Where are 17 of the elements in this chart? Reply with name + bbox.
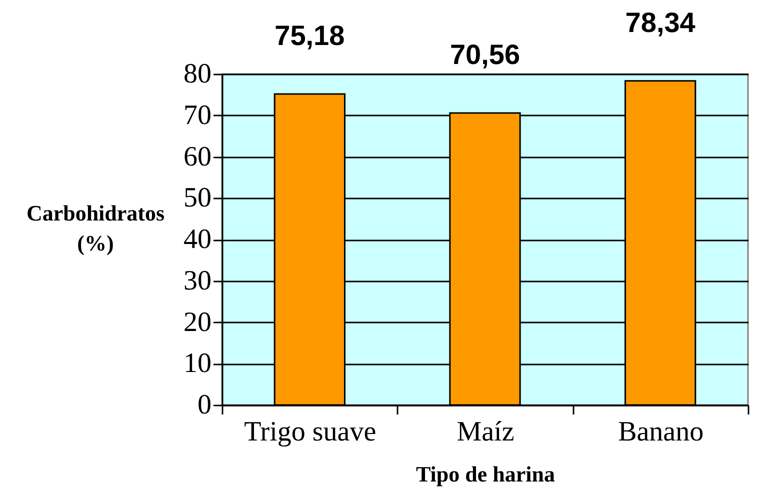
y-tick-label: 30 <box>184 265 212 296</box>
y-tick-label: 20 <box>184 306 212 338</box>
y-tick-label: 10 <box>184 348 212 380</box>
data-label: 70,56 <box>450 39 520 70</box>
y-tick-label: 50 <box>184 182 212 214</box>
x-tick-label: Trigo suave <box>244 416 376 448</box>
y-tick-label: 70 <box>184 100 212 131</box>
x-tick-label: Banano <box>618 416 704 448</box>
data-label: 78,34 <box>625 6 696 38</box>
data-label: 75,18 <box>274 20 345 51</box>
x-axis-title: Tipo de harina <box>416 462 555 486</box>
x-tick-label: Maíz <box>456 416 514 448</box>
y-tick-label: 40 <box>184 224 212 255</box>
y-axis-title: Carbohidratos (%) <box>26 200 165 256</box>
y-tick-label: 80 <box>184 58 212 90</box>
y-tick-label: 0 <box>198 390 212 420</box>
y-tick-label: 60 <box>184 141 212 172</box>
